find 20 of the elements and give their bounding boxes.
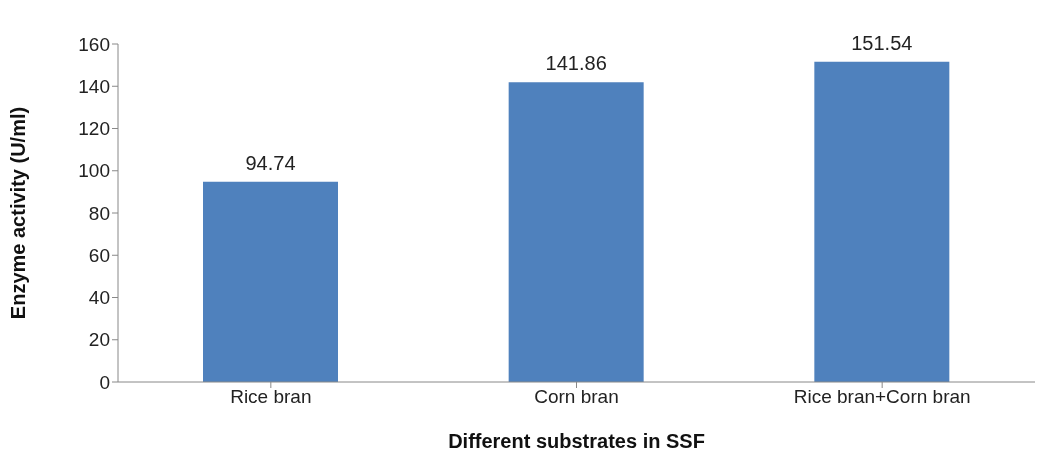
y-tick-label: 20 — [88, 329, 110, 351]
y-tick-label: 60 — [88, 244, 110, 266]
y-tick-label: 80 — [88, 202, 110, 224]
y-tick-label: 100 — [78, 160, 110, 182]
y-tick-label: 120 — [78, 118, 110, 140]
y-tick-label: 160 — [78, 33, 110, 55]
bar — [203, 181, 338, 382]
bar — [814, 61, 950, 382]
data-label: 94.74 — [245, 151, 296, 174]
data-label: 151.54 — [851, 31, 913, 54]
data-label: 141.86 — [545, 52, 607, 75]
x-axis-title: Different substrates in SSF — [448, 430, 705, 452]
x-tick-label: Rice bran — [230, 386, 312, 408]
y-tick-label: 140 — [78, 76, 110, 97]
y-axis-title: Enzyme activity (U/ml) — [7, 106, 30, 320]
bar — [508, 82, 644, 382]
x-tick-label: Corn bran — [534, 386, 619, 408]
y-tick-label: 40 — [88, 287, 110, 309]
y-tick-label: 0 — [99, 371, 110, 393]
x-tick-label: Rice bran+Corn bran — [793, 386, 971, 408]
